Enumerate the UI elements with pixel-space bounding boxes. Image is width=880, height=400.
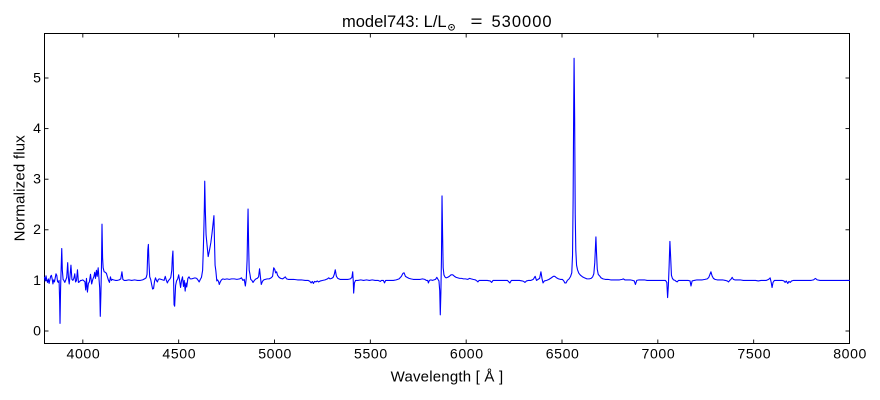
svg-text:4500: 4500	[162, 346, 196, 362]
svg-text:Wavelength [ Å ]: Wavelength [ Å ]	[391, 369, 504, 386]
svg-text:5500: 5500	[354, 346, 388, 362]
svg-text:5: 5	[33, 69, 41, 85]
svg-text:2: 2	[33, 221, 41, 237]
svg-text:4: 4	[33, 120, 41, 136]
svg-text:7500: 7500	[737, 346, 771, 362]
svg-text:7000: 7000	[642, 346, 676, 362]
svg-text:4000: 4000	[67, 346, 101, 362]
svg-text:3: 3	[33, 171, 41, 187]
svg-text:=: =	[471, 13, 483, 31]
svg-text:8000: 8000	[833, 346, 867, 362]
svg-text:530000: 530000	[492, 13, 553, 31]
svg-text:5000: 5000	[258, 346, 292, 362]
svg-text:1: 1	[33, 272, 41, 288]
svg-text:6000: 6000	[450, 346, 484, 362]
svg-text:6500: 6500	[546, 346, 580, 362]
svg-text:Normalized flux: Normalized flux	[12, 135, 29, 242]
svg-text:0: 0	[33, 322, 41, 338]
svg-text:model743: L/L: model743: L/L	[342, 13, 447, 31]
